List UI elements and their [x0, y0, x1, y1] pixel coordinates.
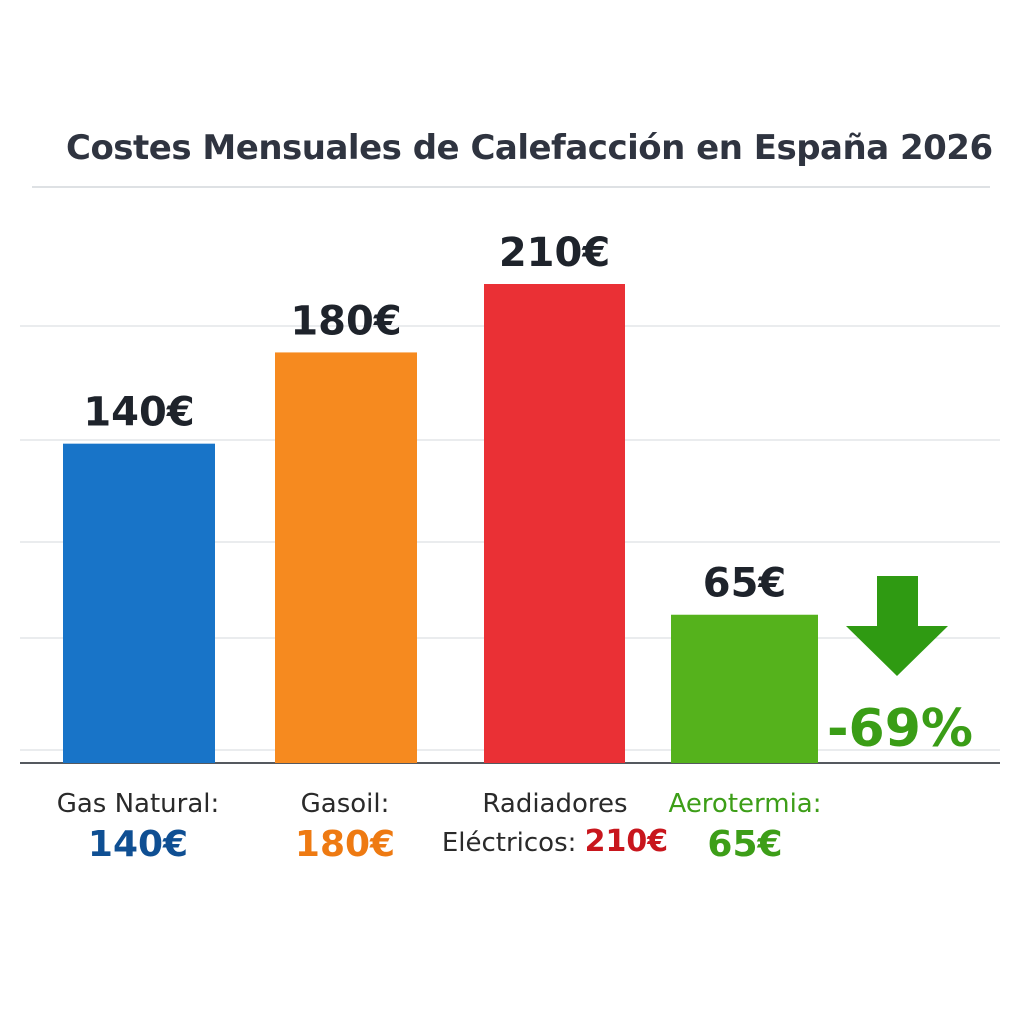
category-name: Gasoil:: [300, 789, 390, 819]
category-value: 140€: [87, 823, 189, 865]
category-name-line1: Radiadores: [482, 789, 628, 819]
category-name-line2: Eléctricos:: [441, 827, 577, 858]
category-value: 180€: [294, 823, 396, 865]
category-label-radiadores-electricos: Radiadores Eléctricos: 210€: [440, 788, 670, 861]
category-label-gas-natural: Gas Natural: 140€: [48, 788, 228, 869]
category-label-aerotermia: Aerotermia: 65€: [660, 788, 830, 869]
bar-value-label: 180€: [290, 298, 401, 344]
category-name: Gas Natural:: [56, 789, 220, 819]
category-label-gasoil: Gasoil: 180€: [255, 788, 435, 869]
bar: [671, 614, 818, 763]
bar-value-label: 210€: [499, 230, 610, 276]
savings-percentage: -69%: [827, 699, 973, 759]
down-arrow-icon: [846, 576, 948, 676]
bar: [63, 443, 215, 763]
bar: [484, 284, 625, 763]
bar-value-label: 140€: [83, 390, 194, 436]
bar: [275, 352, 417, 763]
chart-title: Costes Mensuales de Calefacción en Españ…: [66, 128, 993, 168]
category-name: Aerotermia:: [668, 789, 822, 819]
category-name-line2-row: Eléctricos: 210€: [440, 822, 670, 861]
category-value: 210€: [584, 823, 669, 859]
category-value: 65€: [707, 823, 783, 865]
bar-value-label: 65€: [703, 561, 787, 607]
